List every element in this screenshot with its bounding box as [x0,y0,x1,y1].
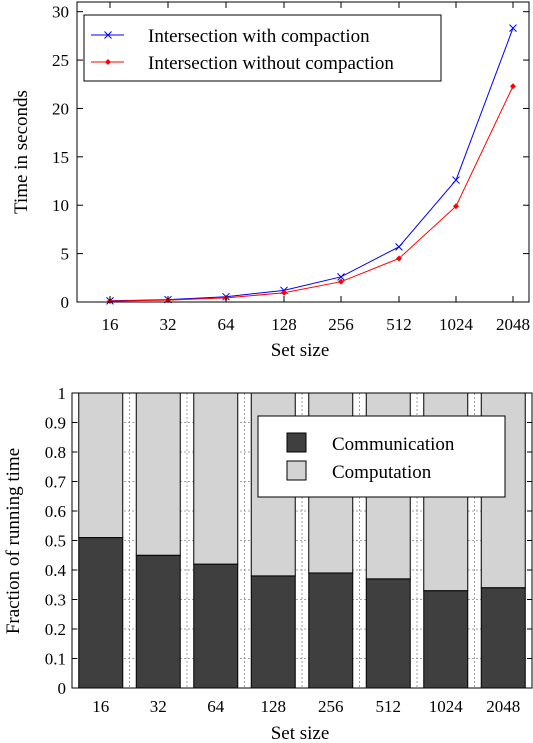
line-chart-y-ticks: 0 5 10 15 20 25 30 [52,3,529,312]
data-point-x-marker [395,242,403,251]
y-tick-label: 30 [52,3,69,22]
y-tick-label: 10 [52,196,69,215]
bar-communication-16 [78,537,124,689]
y-tick-label: 0.7 [45,473,67,492]
data-point-diamond-marker [453,203,459,210]
bar-chart-legend-box [257,415,506,498]
y-tick-label: 0 [58,679,67,698]
legend-communication-swatch [286,432,307,453]
line-chart-x-axis-label: Set size [271,340,330,361]
series-line-1 [109,27,514,302]
line-chart-marks [106,24,517,305]
y-tick-label: 25 [52,51,69,70]
y-tick-label: 0.2 [45,620,66,639]
data-point-x-marker [452,176,460,184]
data-point-x-marker [509,24,517,32]
line-chart-x-ticks: 16 32 64 128 256 512 1024 2048 [102,2,530,334]
stacked-bar-chart: 0 0.1 0.2 0.3 0.4 0.5 0.6 0.7 0.8 0.9 1 16 32 64 128 2… [3,384,533,743]
x-tick-label: 2048 [486,697,520,716]
x-tick-label: 2048 [496,315,530,334]
y-tick-label: 0.9 [45,414,66,433]
bar-chart-y-axis-label: Fraction of running time [3,448,24,634]
series-line-2 [109,85,514,302]
legend-computation-swatch [286,460,307,481]
y-tick-label: 0.3 [45,591,66,610]
x-tick-label: 512 [376,697,402,716]
bar-communication-512 [365,578,411,689]
x-tick-label: 32 [150,697,167,716]
bar-communication-64 [193,563,239,689]
y-tick-label: 15 [52,148,69,167]
bar-computation-64 [193,392,239,565]
x-tick-label: 64 [207,697,225,716]
y-tick-label: 5 [61,245,70,264]
y-tick-label: 0.4 [45,561,67,580]
bar-communication-32 [135,554,181,689]
data-point-diamond-marker [396,255,402,262]
y-tick-label: 0.6 [45,502,66,521]
x-tick-label: 256 [318,697,344,716]
bar-communication-2048 [480,587,526,689]
bar-chart-x-ticks: 16 32 64 128 256 512 1024 2048 [92,697,520,716]
y-tick-label: 0 [61,293,70,312]
x-tick-label: 64 [218,315,236,334]
line-chart-legend-box [83,14,442,82]
bar-communication-256 [308,572,354,689]
data-point-diamond-marker [281,289,287,296]
x-tick-label: 1024 [439,315,474,334]
y-tick-label: 20 [52,99,69,118]
bar-chart-y-ticks: 0 0.1 0.2 0.3 0.4 0.5 0.6 0.7 0.8 0.9 1 [45,384,532,698]
bar-chart-legend: Communication Computation [257,415,506,498]
x-tick-label: 128 [261,697,287,716]
x-tick-label: 512 [386,315,412,334]
y-tick-label: 1 [58,384,67,403]
line-chart-y-axis-label: Time in seconds [11,90,32,214]
y-tick-label: 0.8 [45,443,66,462]
legend-label-without-compaction: Intersection without compaction [148,53,394,74]
x-tick-label: 32 [160,315,177,334]
bar-communication-1024 [423,590,469,689]
line-chart-legend: Intersection with compaction Intersectio… [83,14,442,82]
legend-diamond-marker-icon [105,59,111,65]
data-point-x-marker [337,272,345,281]
legend-x-marker-icon [104,31,112,39]
bar-communication-128 [250,575,296,689]
x-tick-label: 16 [102,315,119,334]
data-point-diamond-marker [338,278,344,285]
y-tick-label: 0.1 [45,650,66,669]
data-point-diamond-marker [510,83,516,90]
x-tick-label: 256 [328,315,354,334]
legend-label-with-compaction: Intersection with compaction [148,26,370,47]
legend-label-communication: Communication [332,434,455,455]
legend-label-computation: Computation [332,462,432,483]
x-tick-label: 1024 [429,697,464,716]
bar-computation-16 [78,392,124,539]
line-chart-frame [76,1,530,303]
y-tick-label: 0.5 [45,532,66,551]
bar-chart-x-axis-label: Set size [271,723,330,743]
line-chart: 0 5 10 15 20 25 30 16 32 64 128 256 512 1024 2048 Set… [11,1,530,361]
x-tick-label: 16 [92,697,109,716]
x-tick-label: 128 [271,315,297,334]
bar-computation-32 [135,392,181,556]
